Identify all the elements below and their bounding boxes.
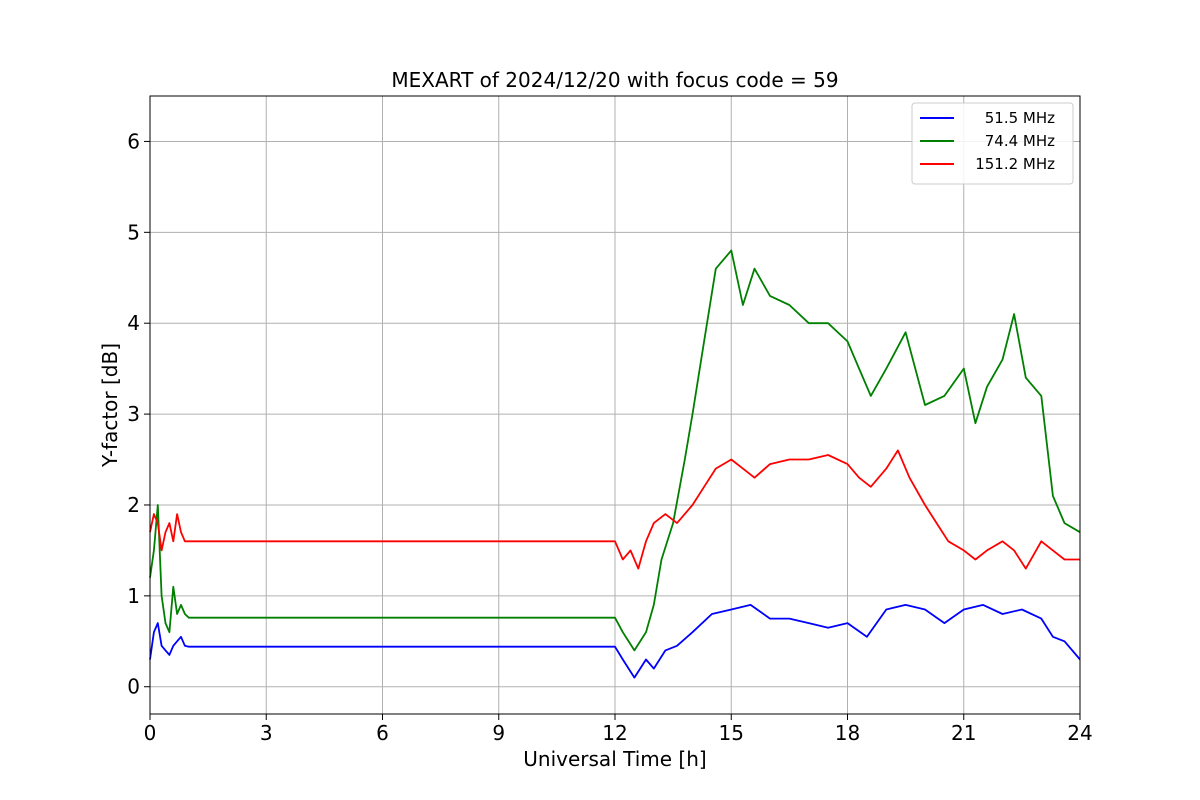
y-tick-label: 3	[127, 402, 140, 426]
series-line-1	[149, 249, 1081, 652]
y-axis-label: Y-factor [dB]	[98, 343, 122, 468]
x-tick-label: 18	[835, 721, 860, 745]
y-tick-label: 4	[127, 311, 140, 335]
legend-label-1: 74.4 MHz	[985, 132, 1055, 150]
x-axis-label: Universal Time [h]	[523, 747, 706, 771]
x-tick-label: 12	[602, 721, 627, 745]
y-tick-label: 6	[127, 129, 140, 153]
series-line-2	[149, 449, 1080, 570]
legend-label-0: 51.5 MHz	[985, 109, 1055, 127]
y-tick-label: 0	[127, 675, 140, 699]
legend-label-2: 151.2 MHz	[975, 155, 1055, 173]
y-tick-label: 5	[127, 220, 140, 244]
x-tick-label: 3	[260, 721, 273, 745]
x-tick-label: 6	[376, 721, 389, 745]
series-line-0	[149, 604, 1081, 679]
x-tick-label: 9	[492, 721, 505, 745]
y-tick-label: 2	[127, 493, 140, 517]
y-tick-label: 1	[127, 584, 140, 608]
chart-title: MEXART of 2024/12/20 with focus code = 5…	[391, 68, 838, 92]
x-tick-label: 21	[951, 721, 976, 745]
x-tick-label: 0	[144, 721, 157, 745]
x-tick-label: 24	[1067, 721, 1092, 745]
series-layer	[149, 249, 1081, 679]
legend: 51.5 MHz 74.4 MHz 151.2 MHz	[911, 102, 1074, 185]
x-tick-label: 15	[719, 721, 744, 745]
